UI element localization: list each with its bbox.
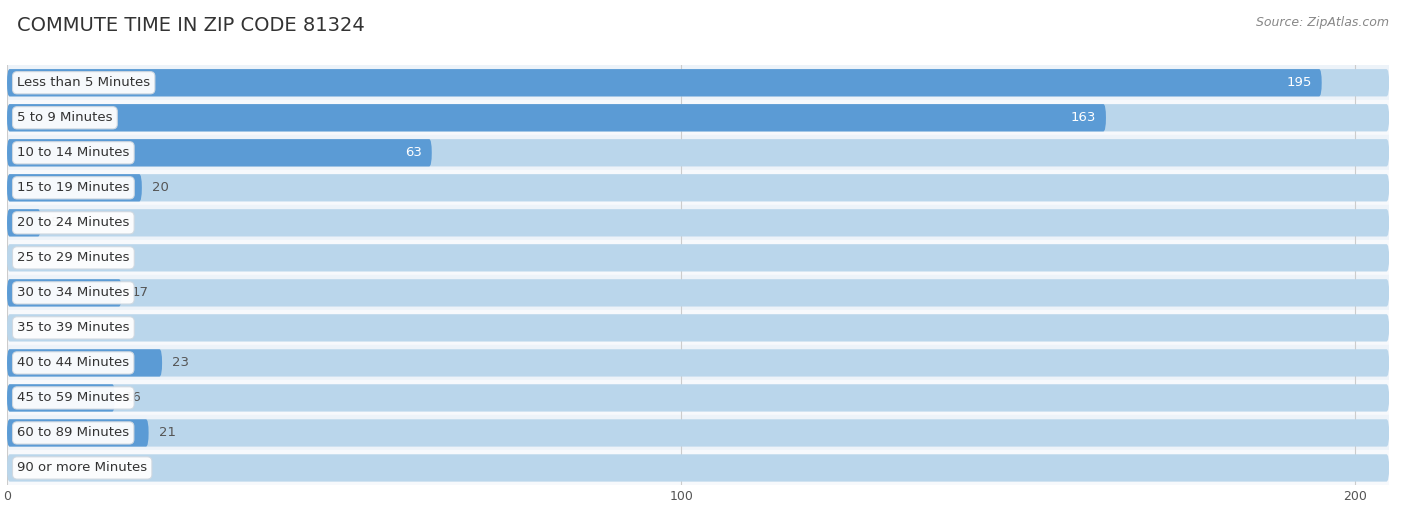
Text: 10 to 14 Minutes: 10 to 14 Minutes [17, 146, 129, 159]
Text: 16: 16 [125, 392, 142, 405]
Text: 25 to 29 Minutes: 25 to 29 Minutes [17, 252, 129, 264]
Text: 60 to 89 Minutes: 60 to 89 Minutes [17, 426, 129, 440]
Text: 17: 17 [132, 287, 149, 299]
Text: 40 to 44 Minutes: 40 to 44 Minutes [17, 357, 129, 370]
Text: 23: 23 [172, 357, 190, 370]
FancyBboxPatch shape [7, 139, 432, 167]
Text: 20 to 24 Minutes: 20 to 24 Minutes [17, 216, 129, 229]
Text: 0: 0 [17, 252, 25, 264]
FancyBboxPatch shape [7, 454, 1389, 482]
FancyBboxPatch shape [7, 174, 142, 201]
Text: 195: 195 [1286, 76, 1312, 89]
Text: 21: 21 [159, 426, 176, 440]
FancyBboxPatch shape [7, 349, 162, 376]
FancyBboxPatch shape [7, 244, 1389, 271]
Bar [7, 416, 1389, 450]
Bar [7, 65, 1389, 100]
Text: Less than 5 Minutes: Less than 5 Minutes [17, 76, 150, 89]
Text: 15 to 19 Minutes: 15 to 19 Minutes [17, 181, 129, 194]
Text: 5: 5 [51, 216, 59, 229]
FancyBboxPatch shape [7, 419, 1389, 447]
Bar [7, 450, 1389, 485]
Text: 0: 0 [17, 322, 25, 335]
Text: 5 to 9 Minutes: 5 to 9 Minutes [17, 111, 112, 124]
Bar [7, 170, 1389, 205]
FancyBboxPatch shape [7, 209, 1389, 236]
Bar [7, 240, 1389, 276]
FancyBboxPatch shape [7, 104, 1107, 132]
FancyBboxPatch shape [7, 384, 115, 411]
Bar [7, 135, 1389, 170]
Text: 0: 0 [17, 461, 25, 474]
FancyBboxPatch shape [7, 279, 1389, 306]
Text: 163: 163 [1070, 111, 1095, 124]
Bar [7, 346, 1389, 381]
FancyBboxPatch shape [7, 139, 1389, 167]
Bar [7, 381, 1389, 416]
Text: Source: ZipAtlas.com: Source: ZipAtlas.com [1256, 16, 1389, 29]
FancyBboxPatch shape [7, 384, 1389, 411]
FancyBboxPatch shape [7, 69, 1322, 97]
Text: 35 to 39 Minutes: 35 to 39 Minutes [17, 322, 129, 335]
FancyBboxPatch shape [7, 174, 1389, 201]
Text: 45 to 59 Minutes: 45 to 59 Minutes [17, 392, 129, 405]
Bar [7, 205, 1389, 240]
Text: 20: 20 [152, 181, 169, 194]
Text: 90 or more Minutes: 90 or more Minutes [17, 461, 148, 474]
FancyBboxPatch shape [7, 104, 1389, 132]
FancyBboxPatch shape [7, 209, 41, 236]
FancyBboxPatch shape [7, 314, 1389, 341]
Text: 63: 63 [405, 146, 422, 159]
Text: 30 to 34 Minutes: 30 to 34 Minutes [17, 287, 129, 299]
Text: COMMUTE TIME IN ZIP CODE 81324: COMMUTE TIME IN ZIP CODE 81324 [17, 16, 364, 34]
FancyBboxPatch shape [7, 349, 1389, 376]
FancyBboxPatch shape [7, 419, 149, 447]
FancyBboxPatch shape [7, 279, 122, 306]
Bar [7, 100, 1389, 135]
Bar [7, 311, 1389, 346]
FancyBboxPatch shape [7, 69, 1389, 97]
Bar [7, 276, 1389, 311]
